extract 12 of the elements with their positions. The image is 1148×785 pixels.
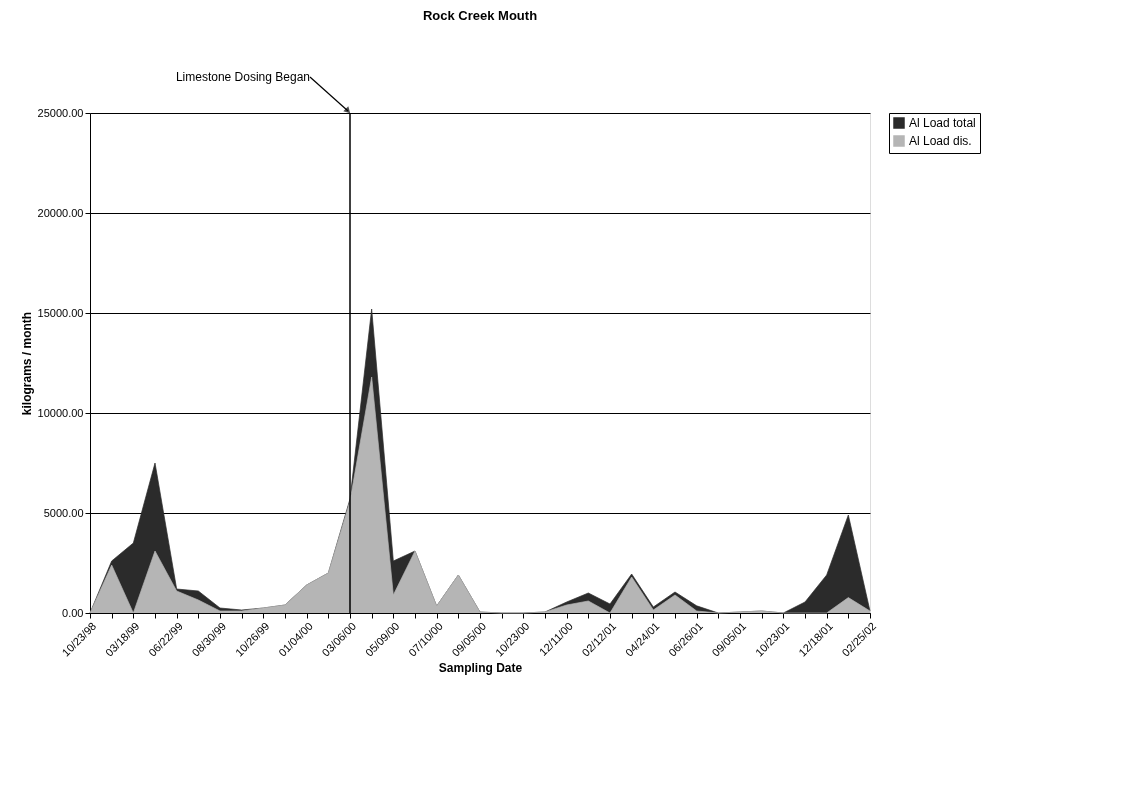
chart-title: Rock Creek Mouth — [422, 8, 538, 23]
y-tick-label: 0.00 — [62, 606, 84, 619]
y-tick-label: 15000.00 — [37, 306, 84, 319]
legend-label: Al Load total — [909, 116, 976, 130]
x-axis-title: Sampling Date — [438, 660, 523, 675]
y-axis-title: kilograms / month — [19, 311, 34, 416]
y-tick-label: 10000.00 — [37, 406, 84, 419]
y-tick-label: 20000.00 — [37, 206, 84, 219]
legend-label: Al Load dis. — [909, 134, 972, 148]
ref-line-label: Limestone Dosing Began — [175, 70, 310, 84]
y-tick-label: 25000.00 — [37, 106, 84, 119]
y-tick-label: 5000.00 — [43, 506, 84, 519]
